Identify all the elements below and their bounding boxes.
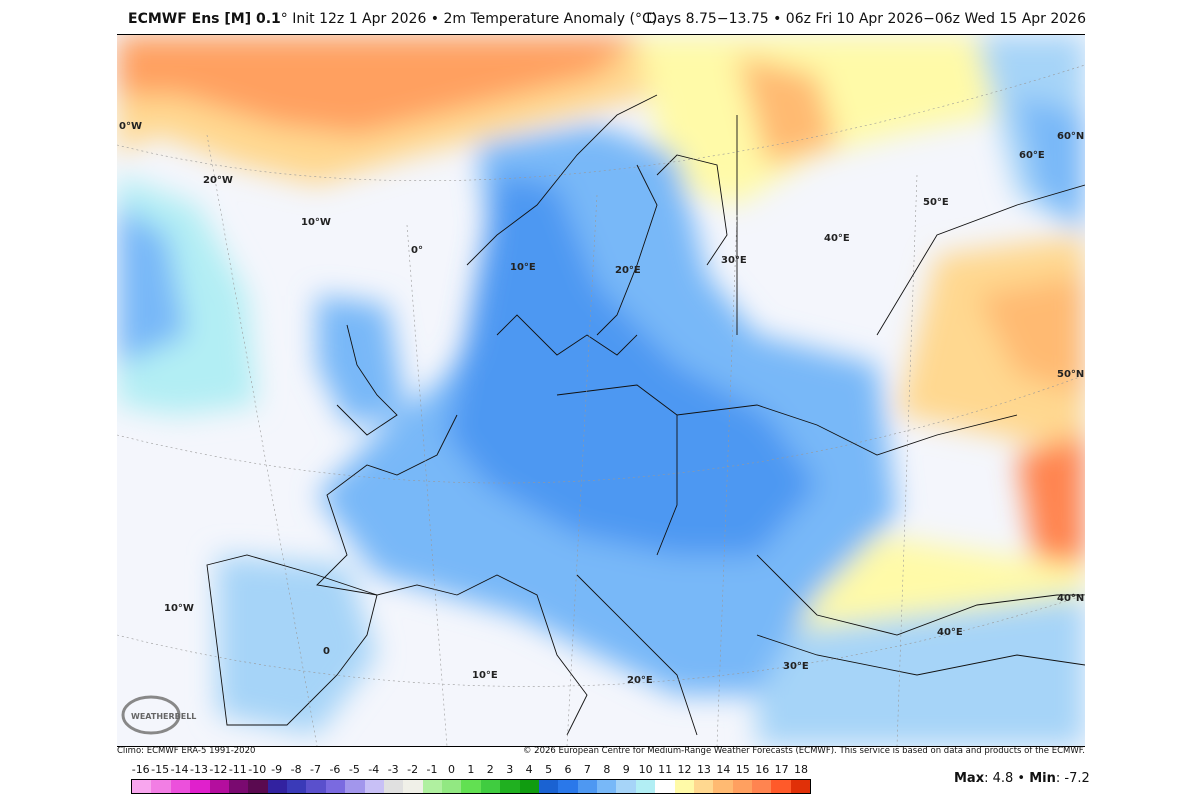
colorbar-bin [170,780,191,793]
graticule-label: 60°N [1057,131,1084,142]
graticule-label: 20°W [203,175,233,186]
colorbar-label: -6 [329,763,341,776]
colorbar-label: -8 [290,763,302,776]
graticule-label: 30°E [783,661,809,672]
colorbar-label: -16 [131,763,150,776]
graticule-label: 40°E [824,233,850,244]
colorbar-label: 13 [696,763,711,776]
colorbar-label: -1 [426,763,438,776]
colorbar-label: 11 [658,763,673,776]
colorbar-label: -3 [387,763,399,776]
graticule-label: 20°E [615,265,641,276]
colorbar-label: -11 [228,763,247,776]
colorbar-bin [325,780,346,793]
climo-note: Climo: ECMWF ERA-5 1991-2020 [117,746,256,756]
colorbar-bin [519,780,539,793]
graticule-label: 50°E [923,197,949,208]
graticule-label: 40°E [937,627,963,638]
colorbar-bin [500,780,520,793]
colorbar-labels: -16 -15 -14 -13 -12 -11 -10 -9 -8 -7 -6 -5 -4 -3 -2 -1 0… [131,763,811,777]
colorbar-bin [693,780,714,793]
graticule-label: 0 [323,646,330,657]
colorbar-bin [151,780,171,793]
colorbar-bin [577,780,597,793]
colorbar-bin [306,780,326,793]
colorbar-label: -4 [368,763,380,776]
graticule-label: 10°E [472,670,498,681]
colorbar-bin [403,780,423,793]
copyright-note: © 2026 European Centre for Medium-Range … [522,746,1085,756]
graticule-label: 10°W [301,217,331,228]
colorbar-bin [558,780,578,793]
graticule-label: 0° [411,245,423,256]
graticule-label: 50°N [1057,369,1084,380]
colorbar-bin [480,780,501,793]
colorbar-label: 7 [583,763,591,776]
colorbar-label: 18 [794,763,809,776]
colorbar-label: 16 [755,763,770,776]
colorbar-bin [461,780,481,793]
valid-period: Days 8.75−13.75 • 06z Fri 10 Apr 2026−06… [646,11,1086,27]
graticule-label: 40°N [1057,593,1084,604]
colorbar-label: -12 [209,763,228,776]
colorbar-bin [597,780,617,793]
colorbar-bin [674,780,694,793]
colorbar-bin [655,780,675,793]
graticule-label: 10°W [164,603,194,614]
max-min-stats: Max: 4.8 • Min: -7.2 [954,771,1090,786]
colorbar-bin [538,780,559,793]
graticule-label: 10°E [510,262,536,273]
colorbar-label: 8 [603,763,611,776]
colorbar-bin [209,780,229,793]
colorbar-label: -14 [170,763,189,776]
colorbar-label: 0 [447,763,455,776]
colorbar-bin [616,780,636,793]
colorbar-label: 4 [525,763,533,776]
colorbar-label: 17 [774,763,789,776]
colorbar-bin [228,780,249,793]
colorbar-label: -13 [189,763,208,776]
colorbar-bin [713,780,733,793]
colorbar-bin [345,780,365,793]
colorbar-label: -7 [310,763,321,776]
colorbar-bin [732,780,752,793]
colorbar-bin [267,780,287,793]
colorbar-bin [771,780,791,793]
colorbar-label: -5 [348,763,360,776]
colorbar-label: 12 [677,763,692,776]
colorbar-bin [364,780,384,793]
colorbar-bin [132,780,152,793]
colorbar [131,779,811,794]
colorbar-label: -15 [151,763,170,776]
weatherbell-logo: WEATHERBELL [121,695,196,735]
colorbar-bin [422,780,442,793]
colorbar-bin [790,780,811,793]
colorbar-label: 3 [506,763,514,776]
colorbar-bin [190,780,210,793]
graticule-label: 20°E [627,675,653,686]
colorbar-label: 15 [735,763,750,776]
colorbar-label: 5 [545,763,553,776]
colorbar-bin [287,780,307,793]
colorbar-bin [248,780,268,793]
colorbar-bin [752,780,772,793]
colorbar-label: 6 [564,763,572,776]
graticule-label: 30°E [721,255,747,266]
colorbar-label: -2 [407,763,419,776]
colorbar-label: -9 [271,763,283,776]
graticule-label: 0°W [119,121,142,132]
colorbar-label: -10 [248,763,267,776]
colorbar-bin [442,780,462,793]
colorbar-label: 10 [638,763,653,776]
map-title: ECMWF Ens [M] 0.1° Init 12z 1 Apr 2026 •… [128,11,658,27]
colorbar-bin [635,780,656,793]
colorbar-label: 14 [716,763,731,776]
colorbar-label: 2 [486,763,494,776]
temperature-anomaly-map: 0°W 20°W 10°W 0° 10°E 20°E 30°E 40°E 50°… [117,34,1085,747]
colorbar-bin [383,780,404,793]
graticule-label: 60°E [1019,150,1045,161]
colorbar-label: 1 [467,763,475,776]
logo-text: WEATHERBELL [131,712,196,721]
colorbar-label: 9 [622,763,630,776]
